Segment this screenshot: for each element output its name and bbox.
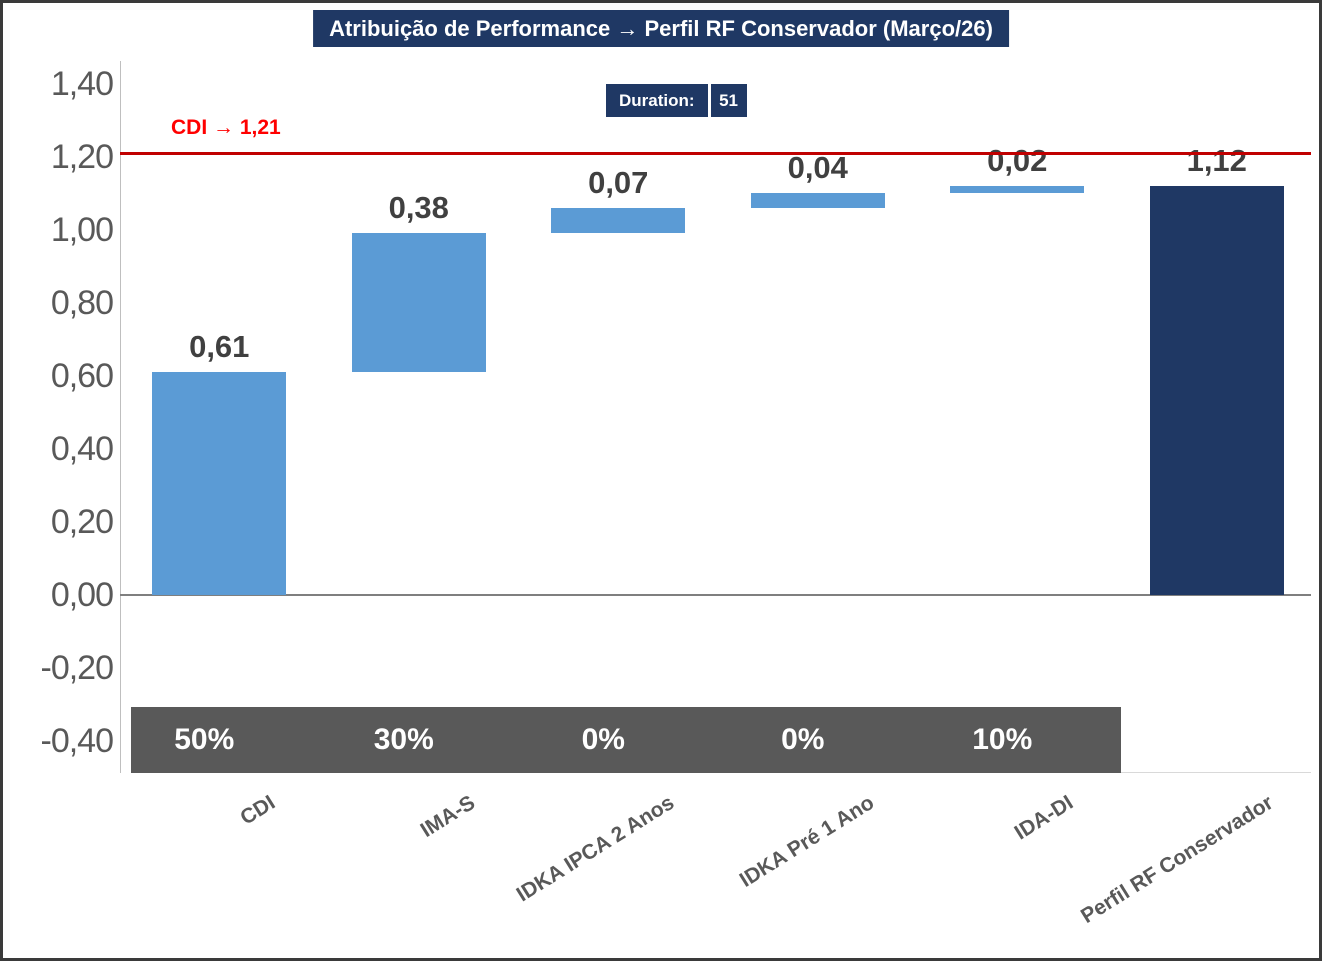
y-tick-label: 0,40 [50,429,114,468]
cdi-reference-line [119,152,1311,156]
y-axis-line [119,61,121,773]
y-tick-label: 0,20 [50,502,114,541]
y-tick-label: 0,80 [50,283,114,322]
y-tick-label: 0,60 [50,356,114,395]
bar-value-label: 0,07 [588,164,649,200]
bar-value-label: 0,38 [388,190,449,226]
x-axis-zero-line [119,594,1311,596]
duration-badge: Duration: 51 [606,84,747,117]
bar-ima-s [351,233,486,373]
bar-value-label: 1,12 [1186,142,1247,178]
y-tick-label: 1,00 [50,210,114,249]
y-tick-label: -0,20 [40,649,115,688]
weights-band [131,707,1121,773]
chart-title: Atribuição de Performance → Perfil RF Co… [313,10,1009,47]
weights-band-baseline [1121,772,1311,773]
weight-label: 10% [972,723,1033,756]
y-tick-label: 1,20 [50,137,114,176]
bar-value-label: 0,61 [189,329,250,365]
cdi-reference-label: CDI → 1,21 [171,116,281,139]
weight-label: 0% [781,723,825,756]
bar-idka-ipca-2-anos [551,207,686,234]
y-tick-label: 1,40 [50,64,114,103]
y-tick-label: 0,00 [50,576,114,614]
bar-idka-pr-1-ano [750,193,885,208]
weight-label: 30% [373,723,434,756]
bar-value-label: 0,04 [787,150,848,186]
duration-value: 51 [710,84,747,117]
duration-label: Duration: [606,84,708,117]
weight-label: 0% [581,723,625,756]
bar-ida-di [950,185,1085,194]
total-bar-perfil-rf-conservador [1149,185,1284,595]
weight-label: 50% [174,723,235,756]
bar-cdi [152,372,287,595]
y-tick-label: -0,40 [40,722,115,761]
bar-value-label: 0,02 [987,142,1048,178]
